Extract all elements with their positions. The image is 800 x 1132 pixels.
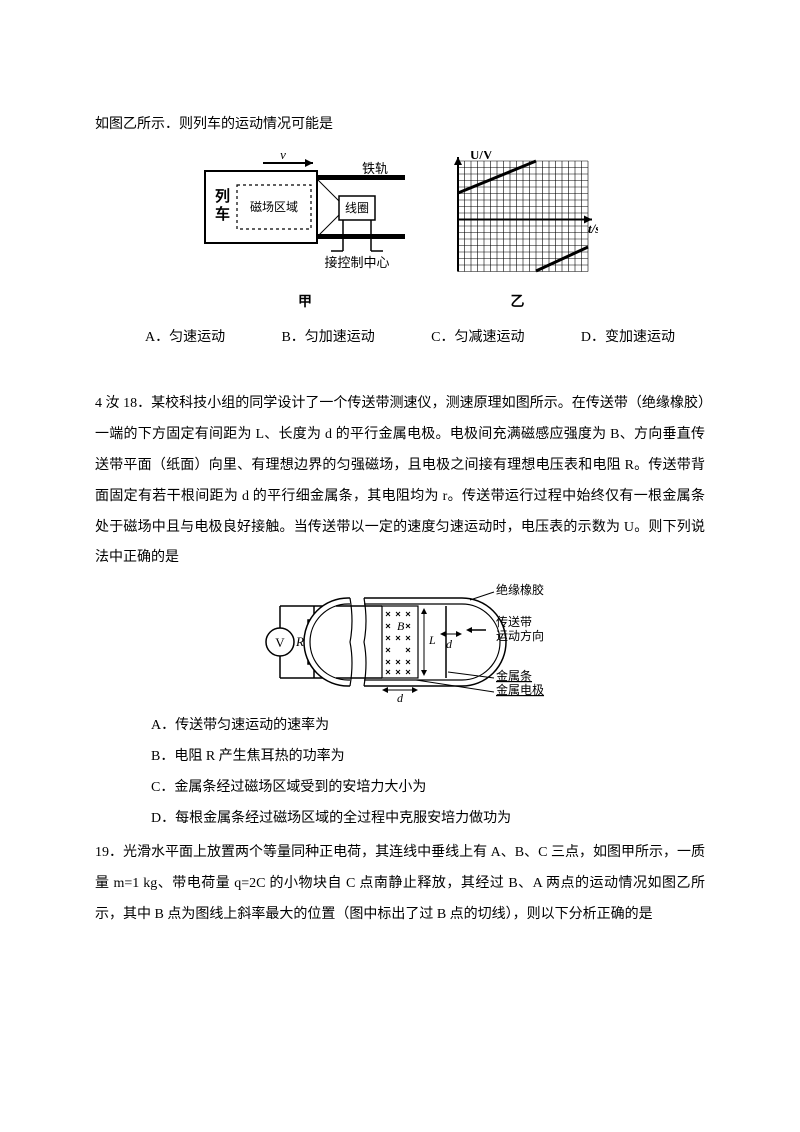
figure-q2-svg: V R [250, 582, 550, 707]
svg-text:L: L [428, 633, 436, 647]
svg-text:车: 车 [215, 205, 230, 223]
svg-text:R: R [295, 634, 304, 649]
q2-option-c: C．金属条经过磁场区域受到的安培力大小为 [95, 773, 705, 804]
q1-options: A．匀速运动 B．匀加速运动 C．匀减速运动 D．变加速运动 [95, 323, 705, 354]
svg-text:线圈: 线圈 [344, 201, 368, 215]
figure-row-1: v 列 车 磁场区域 铁轨 线圈 [95, 151, 705, 319]
q2-option-b: B．电阻 R 产生焦耳热的功率为 [95, 742, 705, 773]
svg-text:传送带: 传送带 [496, 614, 532, 629]
q3-text: 19．光滑水平面上放置两个等量同种正电荷，其连线中垂线上有 A、B、C 三点，如… [95, 838, 705, 930]
figure-yi: U/V t/s 乙 [438, 151, 598, 319]
svg-text:t/s: t/s [588, 221, 598, 236]
svg-text:铁轨: 铁轨 [361, 161, 387, 176]
svg-text:U/V: U/V [470, 151, 493, 162]
svg-text:B: B [397, 619, 405, 633]
figure-yi-caption: 乙 [511, 288, 525, 319]
q2-options: A．传送带匀速运动的速率为 B．电阻 R 产生焦耳热的功率为 C．金属条经过磁场… [95, 711, 705, 834]
svg-text:绝缘橡胶: 绝缘橡胶 [496, 582, 544, 597]
figure-jia: v 列 车 磁场区域 铁轨 线圈 [203, 151, 408, 319]
figure-q2: V R [95, 582, 705, 707]
figure-jia-svg: v 列 车 磁场区域 铁轨 线圈 [203, 151, 408, 286]
svg-text:运动方向: 运动方向 [496, 628, 544, 643]
figure-yi-svg: U/V t/s [438, 151, 598, 286]
q2-text: 4 汝 18．某校科技小组的同学设计了一个传送带测速仪，测速原理如图所示。在传送… [95, 389, 705, 574]
svg-text:列: 列 [215, 187, 230, 205]
svg-text:d: d [446, 637, 453, 651]
svg-text:v: v [280, 151, 286, 162]
svg-text:金属电极: 金属电极 [496, 682, 544, 697]
q1-option-a: A．匀速运动 [145, 323, 225, 354]
svg-text:接控制中心: 接控制中心 [324, 255, 389, 270]
svg-text:金属条: 金属条 [496, 668, 532, 683]
q2-option-d: D．每根金属条经过磁场区域的全过程中克服安培力做功为 [95, 804, 705, 835]
svg-text:磁场区域: 磁场区域 [249, 199, 297, 214]
q1-option-b: B．匀加速运动 [281, 323, 374, 354]
intro-text: 如图乙所示．则列车的运动情况可能是 [95, 110, 705, 141]
q1-option-c: C．匀减速运动 [431, 323, 524, 354]
figure-jia-caption: 甲 [298, 288, 312, 319]
svg-text:d: d [397, 691, 404, 705]
q1-option-d: D．变加速运动 [581, 323, 675, 354]
svg-text:V: V [275, 635, 285, 650]
q2-option-a: A．传送带匀速运动的速率为 [95, 711, 705, 742]
